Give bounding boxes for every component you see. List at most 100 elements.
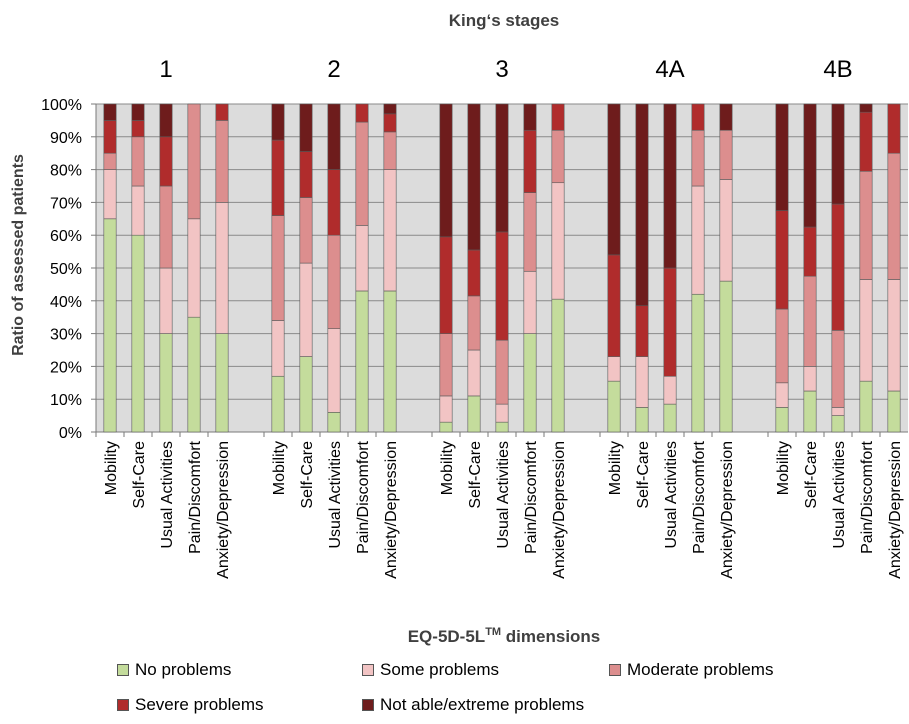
bar-segment-not-able-extreme-problems [775,103,789,211]
bar-segment-severe-problems [131,120,145,138]
bar-segment-moderate-problems [831,330,845,408]
bar-segment-moderate-problems [887,152,901,280]
x-tick-label: Self-Care [635,441,652,509]
bar-segment-no-problems [159,333,173,433]
bar-segment-not-able-extreme-problems [607,103,621,256]
bar-segment-some-problems [691,185,705,295]
bar-segment-not-able-extreme-problems [383,103,397,115]
bar-segment-no-problems [719,280,733,433]
bar-segment-not-able-extreme-problems [439,103,453,238]
bar-segment-severe-problems [775,210,789,310]
x-tick-label: Mobility [775,441,792,495]
bar-segment-moderate-problems [719,129,733,180]
bar-segment-some-problems [467,349,481,397]
x-tick-label: Pain/Discomfort [355,440,372,553]
stage-group-label: 1 [159,56,172,83]
bar-segment-moderate-problems [215,120,229,203]
bar-segment-no-problems [187,316,201,433]
bar-segment-moderate-problems [775,308,789,384]
y-tick-label: 10% [50,392,82,409]
bar-segment-severe-problems [663,267,677,377]
bar-segment-severe-problems [159,136,173,187]
bar-segment-some-problems [103,169,117,220]
y-tick-label: 100% [41,97,82,114]
bar-segment-some-problems [831,407,845,416]
x-tick-label: Usual Activities [327,441,344,549]
bar-segment-severe-problems [495,231,509,341]
bar-segment-some-problems [607,356,621,382]
bar-segment-severe-problems [887,103,901,154]
bar-segment-not-able-extreme-problems [327,103,341,170]
bar-segment-no-problems [859,380,873,433]
bar-segment-moderate-problems [467,295,481,351]
bar-segment-no-problems [327,412,341,433]
x-tick-label: Self-Care [803,441,820,509]
bar-segment-some-problems [803,366,817,392]
bar-segment-not-able-extreme-problems [859,103,873,113]
bar-segment-moderate-problems [495,339,509,405]
x-tick-label: Anxiety/Depression [887,441,904,579]
bar-segment-severe-problems [327,169,341,236]
bar-segment-not-able-extreme-problems [831,103,845,205]
y-tick-label: 30% [50,327,82,344]
bar-segment-severe-problems [551,103,565,131]
bar-segment-some-problems [383,169,397,292]
bar-segment-some-problems [859,279,873,382]
x-tick-label: Self-Care [131,441,148,509]
bar-segment-moderate-problems [523,192,537,272]
bar-segment-moderate-problems [271,215,285,321]
bar-segment-no-problems [775,407,789,433]
bar-segment-severe-problems [691,103,705,131]
y-tick-label: 50% [50,261,82,278]
x-tick-label: Anxiety/Depression [551,441,568,579]
bar-segment-severe-problems [355,103,369,123]
bar-segment-severe-problems [635,305,649,357]
y-tick-label: 20% [50,359,82,376]
bar-segment-severe-problems [439,236,453,334]
bar-segment-severe-problems [523,129,537,193]
bar-segment-no-problems [103,218,117,433]
x-tick-label: Mobility [103,441,120,495]
bar-segment-some-problems [271,320,285,377]
bar-segment-moderate-problems [355,121,369,226]
bar-segment-some-problems [439,395,453,423]
y-tick-label: 0% [59,425,82,442]
bar-segment-no-problems [551,298,565,433]
bar-segment-no-problems [383,290,397,433]
chart-title: King‘s stages [449,11,560,30]
y-tick-label: 40% [50,294,82,311]
bar-segment-some-problems [215,202,229,334]
x-tick-label: Mobility [271,441,288,495]
bar-segment-moderate-problems [131,136,145,187]
bar-segment-no-problems [495,421,509,433]
x-axis-title: EQ-5D-5LTM dimensions [408,626,601,646]
bar-segment-no-problems [607,380,621,433]
bar-segment-not-able-extreme-problems [523,103,537,131]
x-tick-label: Usual Activities [495,441,512,549]
bar-segment-some-problems [495,403,509,423]
bar-segment-not-able-extreme-problems [467,103,481,251]
x-tick-label: Mobility [439,441,456,495]
bar-segment-severe-problems [383,113,397,133]
bar-segment-severe-problems [215,103,229,121]
x-tick-label: Mobility [607,441,624,495]
bar-segment-moderate-problems [439,333,453,397]
bar-segment-not-able-extreme-problems [299,103,313,152]
x-tick-label: Anxiety/Depression [383,441,400,579]
y-tick-label: 60% [50,228,82,245]
bar-segment-not-able-extreme-problems [635,103,649,307]
bar-segment-no-problems [215,333,229,433]
x-tick-label: Anxiety/Depression [719,441,736,579]
bar-segment-no-problems [803,390,817,433]
bar-segment-moderate-problems [299,197,313,264]
bar-segment-moderate-problems [383,131,397,170]
bar-segment-no-problems [663,403,677,433]
x-tick-label: Anxiety/Depression [215,441,232,579]
bar-segment-some-problems [327,328,341,413]
bar-segment-moderate-problems [803,275,817,367]
bar-segment-some-problems [887,279,901,392]
bar-segment-no-problems [355,290,369,433]
bar-segment-some-problems [775,382,789,408]
bar-segment-moderate-problems [551,129,565,184]
